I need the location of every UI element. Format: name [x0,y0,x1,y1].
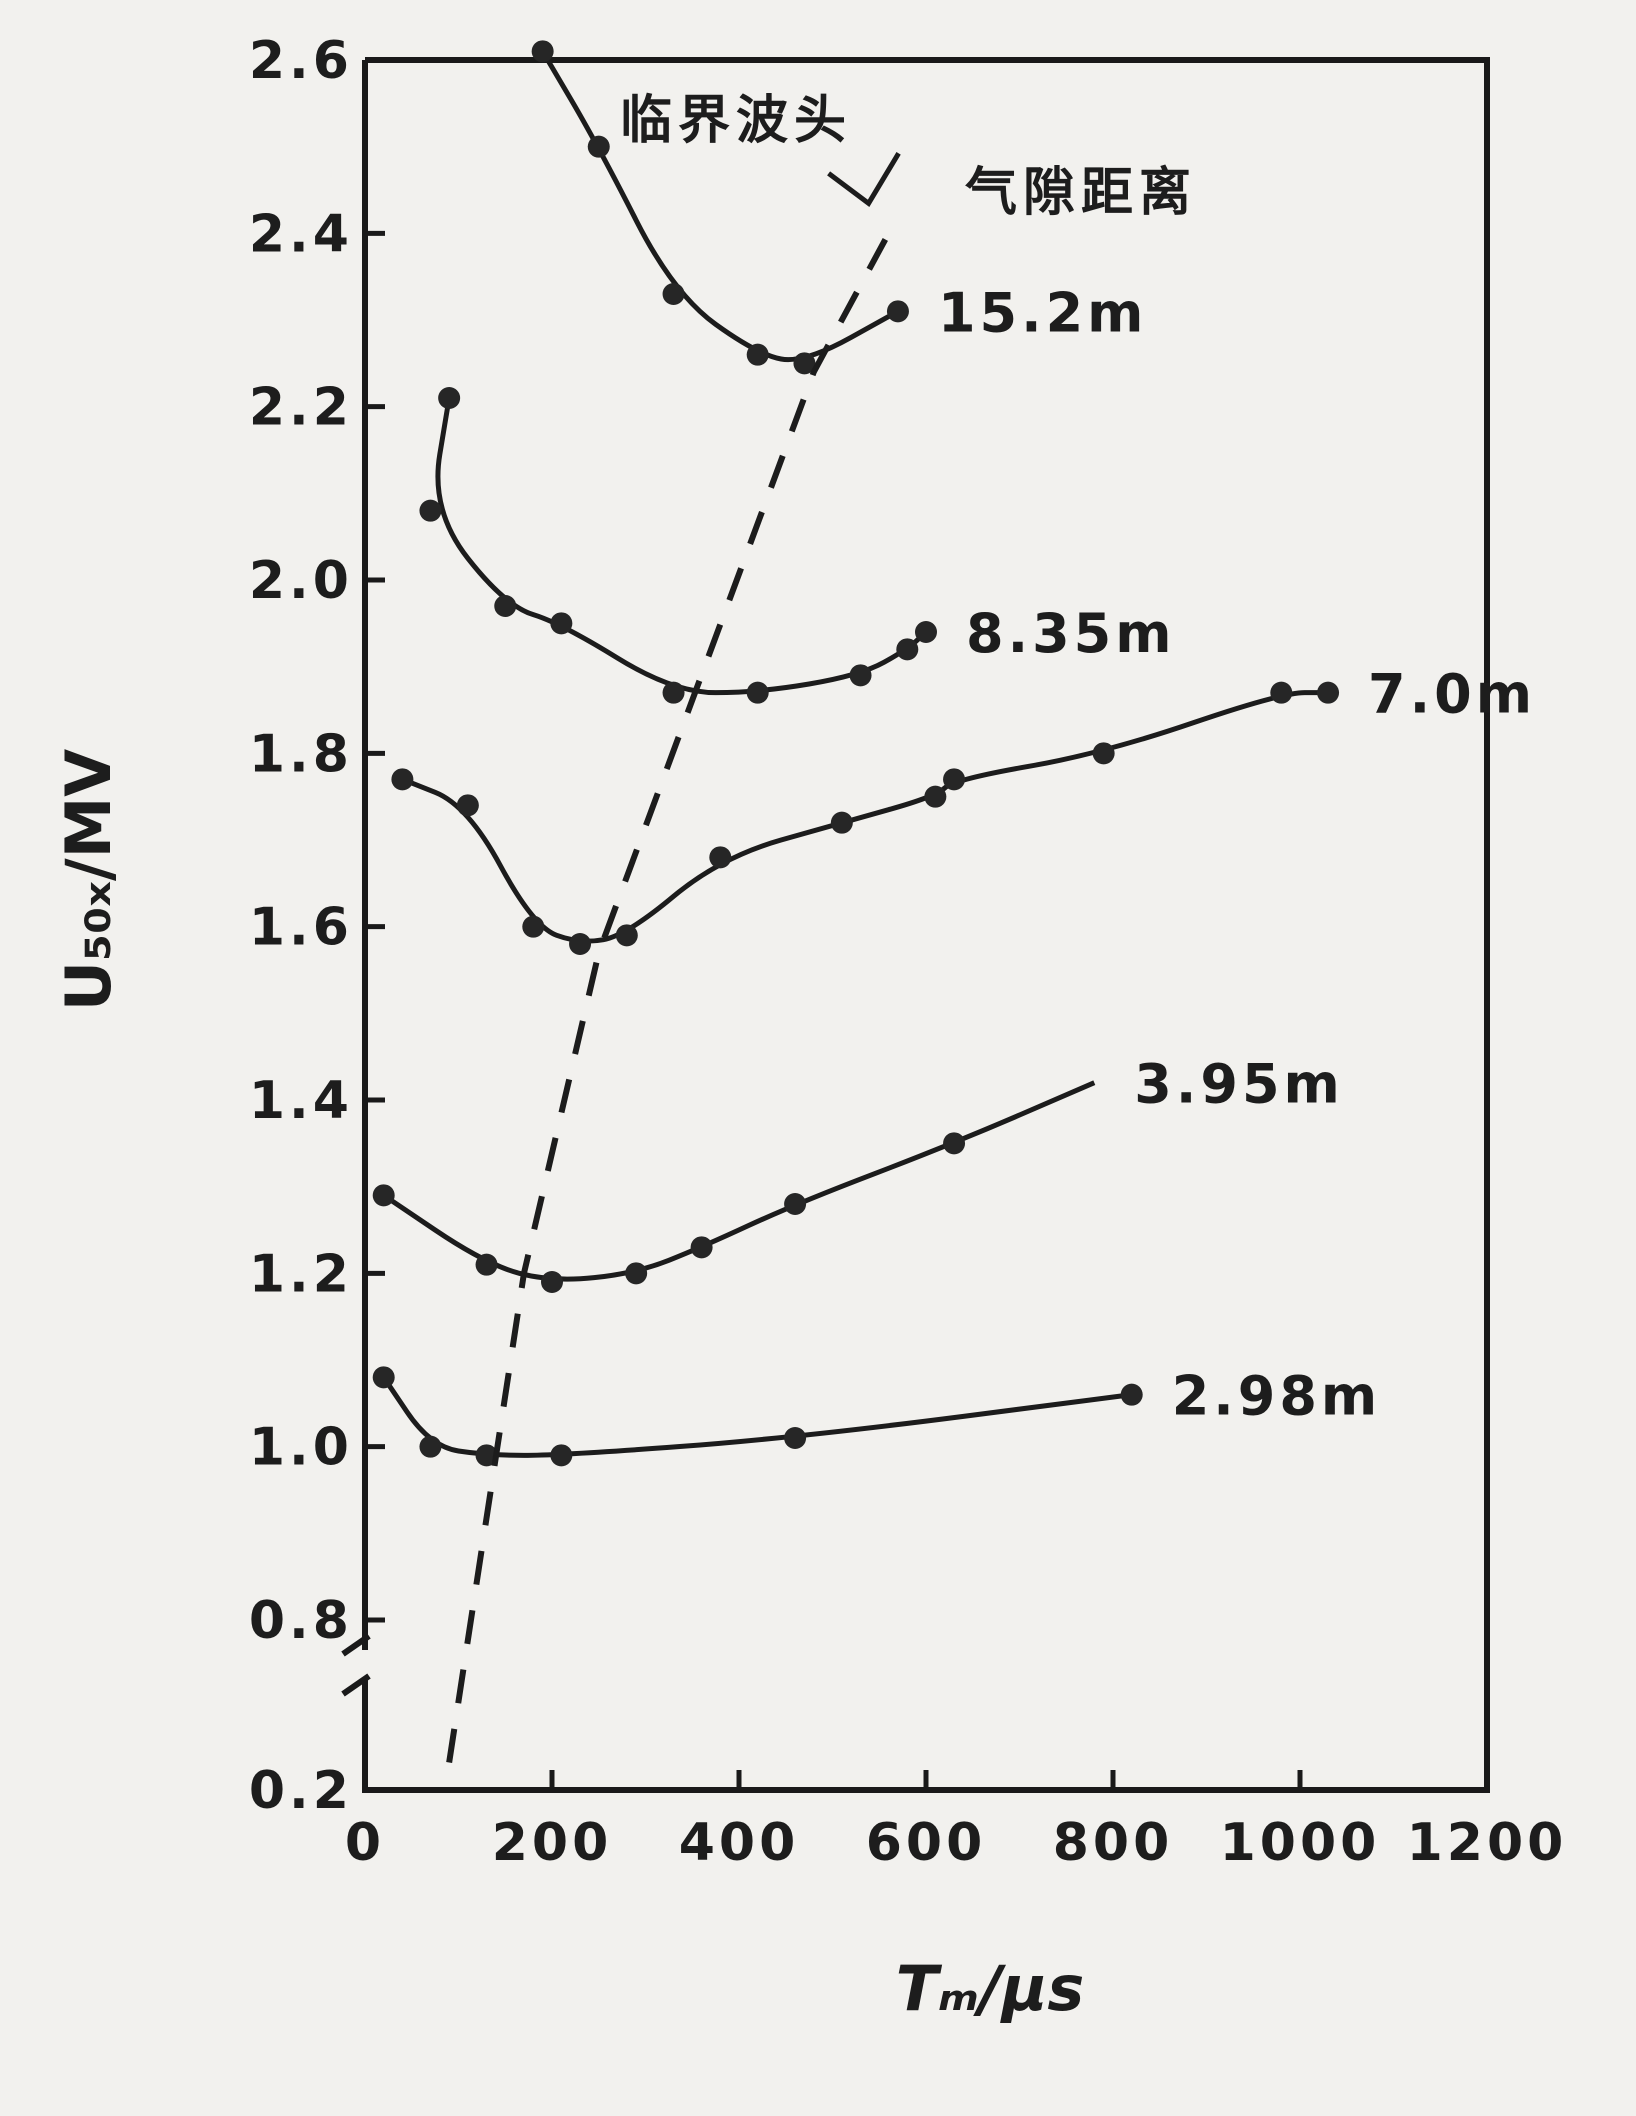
data-point [1317,681,1340,704]
data-point [830,811,853,834]
y-tick-label: 1.0 [249,1418,353,1478]
y-tick-label: 0.8 [249,1591,353,1651]
data-point [372,1366,395,1389]
critical-line-group [446,152,901,1763]
series-label: 8.35m [966,602,1176,665]
annotation-critical-wavefront: 临界波头 [620,91,852,151]
data-point [615,924,638,947]
x-tick-label: 1200 [1407,1813,1568,1873]
y-tick-label: 2.2 [249,378,353,438]
data-point [915,621,937,643]
series-label: 2.98m [1172,1365,1382,1428]
data-point [784,1427,807,1449]
x-tick-label: 600 [866,1813,987,1873]
data-point [746,343,769,366]
series-label: 3.95m [1134,1053,1344,1116]
y-axis: 2.6 2.4 2.2 2.0 1.8 1.6 1.4 1.2 1.0 0.8 0.2 [249,31,385,1821]
series-line [435,397,928,696]
data-point [475,1444,498,1467]
data-point [438,387,461,409]
data-point [550,1444,573,1467]
data-point [456,794,479,817]
data-point [662,681,685,704]
series-label: 15.2m [938,281,1148,344]
data-point [662,283,685,305]
data-point [569,933,592,955]
series-label: 7.0m [1368,663,1536,726]
data-point [522,915,545,938]
x-tick-label: 400 [679,1813,800,1873]
plot-frame [341,57,1490,1793]
x-tick-label: 800 [1053,1813,1174,1873]
annotation-air-gap: 气隙距离 [965,163,1197,223]
data-point [419,499,442,522]
data-point [475,1253,498,1276]
series-group: 15.2m 8.35m 7.0m 3.95m 2.98m [372,40,1536,1467]
data-point [541,1271,563,1293]
data-point [625,1262,648,1285]
data-point [746,681,769,704]
data-point [531,40,554,63]
y-tick-label: 2.4 [249,204,353,264]
data-point [924,785,947,808]
data-point [690,1236,713,1259]
data-point [943,1132,966,1155]
x-tick-label: 200 [492,1813,613,1873]
x-tick-label: 1000 [1220,1813,1381,1873]
series-line [382,1080,1096,1282]
y-tick-label: 2.6 [249,31,353,91]
x-tick-label: 0 [345,1813,385,1873]
annotation-leader [827,152,901,207]
y-tick-label: 1.2 [249,1244,353,1304]
axis-break-mark [341,1633,371,1657]
y-axis-title: U₅₀ₓ/MV [52,749,125,1012]
data-point [419,1435,442,1458]
data-point [1120,1383,1143,1406]
data-point [391,768,414,791]
data-point [372,1184,395,1207]
y-tick-label: 1.8 [249,724,353,784]
x-axis-title: Tₘ/μs [896,1952,1085,2025]
y-tick-label: 2.0 [249,551,353,611]
data-point [793,352,816,375]
data-point [550,612,573,635]
data-point [943,768,966,791]
y-tick-label: 1.6 [249,898,353,958]
data-point [784,1193,807,1215]
x-axis: 0 200 400 600 800 1000 1200 [345,1770,1568,1873]
y-tick-label: 1.4 [249,1071,353,1131]
data-point [896,638,919,661]
data-point [494,595,517,617]
y-tick-label: 0.2 [249,1761,353,1821]
data-point [587,135,610,158]
data-point [849,664,872,687]
critical-wavefront-line [446,231,892,1763]
data-point [886,300,909,323]
series-line [401,690,1329,944]
axis-break-mark [341,1673,371,1697]
series-line [540,50,900,363]
data-point [1270,681,1293,704]
data-point [1092,742,1115,765]
data-point [709,846,732,869]
